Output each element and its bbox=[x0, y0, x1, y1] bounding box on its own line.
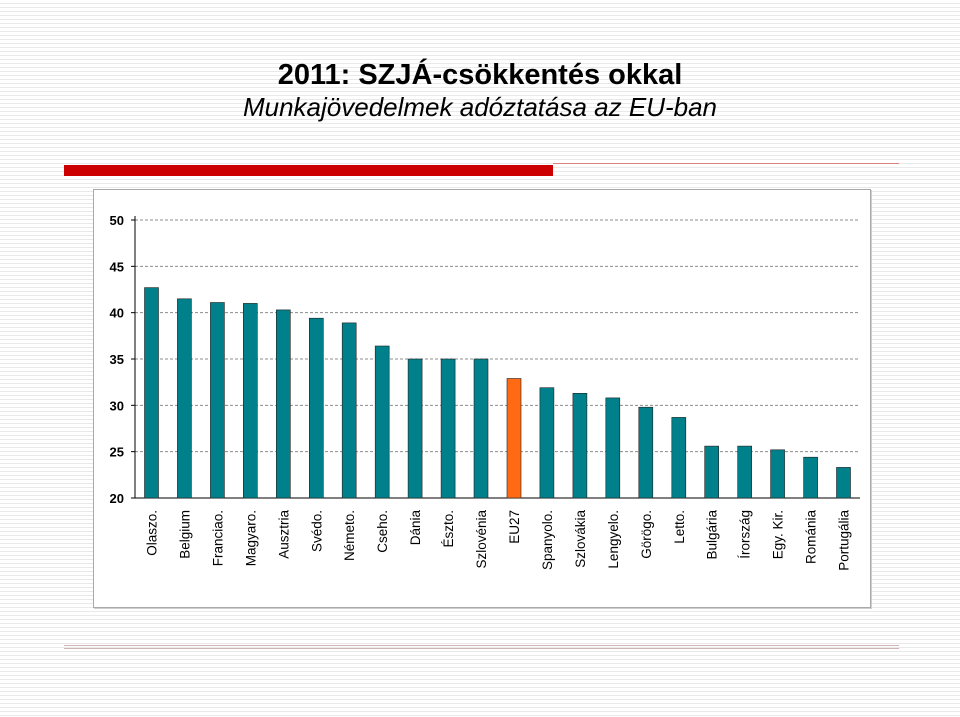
x-tick-label: Románia bbox=[804, 510, 819, 565]
y-tick-label: 30 bbox=[110, 398, 124, 413]
bar bbox=[605, 397, 621, 499]
x-tick-label: EU27 bbox=[507, 510, 522, 544]
bar bbox=[309, 317, 324, 499]
x-tick-label: Franciao. bbox=[210, 510, 225, 566]
y-tick-label: 50 bbox=[110, 213, 124, 228]
bar bbox=[836, 467, 851, 499]
bar bbox=[572, 393, 588, 499]
x-tick-label: Egy. Kir. bbox=[771, 510, 786, 559]
x-tick-label: Olaszo. bbox=[144, 510, 159, 556]
bar bbox=[243, 303, 258, 499]
chart-panel: 20 25 30 35 40 45 50 Olaszo. Belgium Franciao. Mag… bbox=[93, 189, 871, 608]
title-accent-line bbox=[553, 163, 899, 164]
x-tick-label: Bulgária bbox=[705, 510, 720, 560]
bar bbox=[539, 387, 555, 499]
x-tick-label: Dánia bbox=[408, 510, 423, 546]
y-tick-label: 35 bbox=[110, 352, 124, 367]
x-tick-label: Belgium bbox=[177, 510, 192, 559]
x-tick-label: Észto. bbox=[441, 510, 456, 548]
x-tick-label: Ausztria bbox=[276, 510, 291, 559]
x-tick-label: Letto. bbox=[672, 510, 687, 544]
bar bbox=[506, 378, 522, 499]
x-tick-label: Spanyolo. bbox=[540, 510, 555, 570]
bar bbox=[341, 322, 357, 499]
x-tick-label: Szlovénia bbox=[474, 510, 489, 569]
bar bbox=[704, 445, 720, 499]
bar bbox=[374, 345, 390, 499]
bar bbox=[803, 456, 818, 499]
x-tick-label: Magyaro. bbox=[243, 510, 258, 566]
footer-divider-top bbox=[64, 645, 899, 646]
title-accent-bar bbox=[64, 165, 553, 176]
x-tick-label: Cseho. bbox=[375, 510, 390, 553]
bar bbox=[407, 358, 423, 499]
y-tick-label: 25 bbox=[110, 445, 124, 460]
x-tick-label: Szlovákia bbox=[573, 510, 588, 568]
bar bbox=[144, 287, 159, 499]
bar bbox=[473, 358, 489, 499]
bar bbox=[737, 445, 753, 499]
bar bbox=[770, 449, 785, 499]
bar bbox=[671, 417, 687, 499]
x-tick-label: Portugália bbox=[837, 510, 852, 571]
slide-title: 2011: SZJÁ-csökkentés okkal bbox=[277, 59, 683, 91]
bar-chart: 20 25 30 35 40 45 50 Olaszo. Belgium Franciao. Mag… bbox=[110, 213, 860, 571]
x-tick-label: Írország bbox=[738, 510, 753, 559]
y-tick-label: 45 bbox=[110, 259, 124, 274]
slide-subtitle: Munkajövedelmek adóztatása az EU-ban bbox=[242, 92, 718, 122]
y-tick-label: 20 bbox=[110, 491, 124, 506]
y-tick-label: 40 bbox=[110, 306, 124, 321]
bar bbox=[440, 358, 456, 499]
x-tick-label: Görögo. bbox=[639, 510, 654, 559]
bar bbox=[210, 302, 225, 499]
bar bbox=[177, 298, 192, 499]
x-tick-label: Lengyelo. bbox=[606, 510, 621, 569]
bar bbox=[276, 309, 291, 499]
footer-divider-bottom bbox=[64, 648, 899, 649]
bar bbox=[638, 406, 654, 499]
x-tick-label: Svédo. bbox=[309, 510, 324, 552]
x-tick-label: Németo. bbox=[342, 510, 357, 561]
